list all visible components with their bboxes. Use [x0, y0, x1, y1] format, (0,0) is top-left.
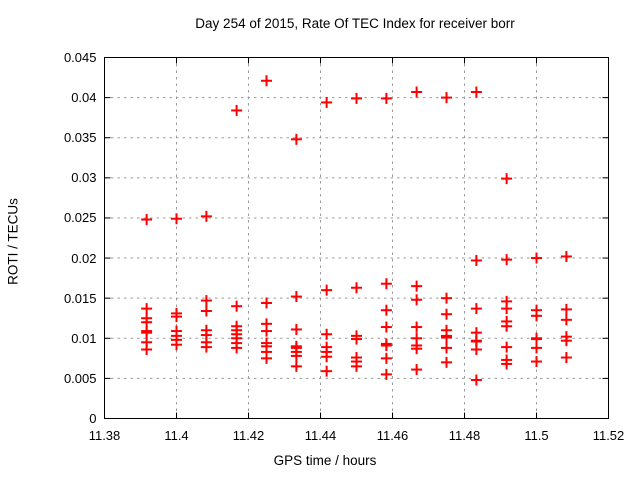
data-point-plus [501, 320, 513, 332]
data-point-plus [261, 325, 272, 337]
data-point-plus [470, 374, 482, 386]
data-point-plus [531, 356, 542, 368]
data-point-plus [441, 356, 452, 368]
data-point-plus [231, 104, 243, 116]
data-point-plus [411, 280, 423, 292]
data-point-plus [560, 250, 572, 262]
data-point-plus [560, 314, 572, 326]
x-tick-label: 11.48 [448, 427, 481, 443]
data-point-plus [411, 364, 423, 376]
data-point-plus [141, 327, 153, 339]
x-axis-label: GPS time / hours [273, 453, 377, 468]
data-point-plus [290, 133, 302, 145]
data-point-plus [321, 328, 333, 340]
y-tick-label: 0.015 [63, 290, 97, 306]
data-point-plus [200, 305, 212, 317]
data-point-plus [411, 294, 423, 306]
data-point-plus [141, 214, 153, 226]
y-tick-label: 0.04 [71, 90, 97, 106]
data-point-plus [501, 341, 513, 353]
data-point-plus [470, 254, 482, 266]
data-point-plus [351, 333, 362, 345]
data-point-plus [380, 339, 392, 351]
data-point-plus [411, 86, 423, 98]
x-tick-label: 11.5 [524, 427, 549, 443]
data-point-plus [141, 303, 153, 315]
data-point-plus [560, 303, 572, 315]
data-point-plus [351, 92, 362, 104]
data-point-plus [441, 292, 452, 304]
data-point-plus [531, 342, 542, 354]
data-point-plus [171, 339, 182, 351]
data-point-plus [411, 343, 423, 355]
data-point-plus [261, 297, 272, 309]
data-point-plus [380, 278, 392, 290]
data-point-plus [261, 352, 272, 364]
data-point-plus [470, 303, 482, 315]
y-tick-label: 0 [89, 411, 97, 426]
data-point-plus [290, 360, 302, 372]
y-tick-label: 0.045 [63, 50, 97, 65]
data-point-plus [171, 311, 182, 323]
data-point-plus [470, 344, 482, 356]
y-tick-label: 0.03 [71, 170, 97, 186]
data-point-plus [261, 75, 272, 87]
x-tick-label: 11.52 [592, 427, 625, 443]
data-point-plus [231, 342, 243, 354]
data-point-plus [380, 321, 392, 333]
chart-title: Day 254 of 2015, Rate Of TEC Index for r… [195, 16, 515, 31]
data-point-plus [501, 173, 513, 185]
data-point-plus [290, 291, 302, 303]
data-point-plus [141, 344, 153, 356]
data-point-plus [231, 300, 243, 312]
y-tick-label: 0.01 [71, 330, 97, 346]
x-tick-label: 11.4 [164, 427, 189, 443]
x-tick-label: 11.42 [232, 427, 265, 443]
data-point-plus [290, 323, 302, 335]
data-point-plus [321, 351, 333, 363]
data-point-plus [470, 86, 482, 98]
data-point-plus [501, 358, 513, 370]
data-point-plus [380, 304, 392, 316]
data-point-plus [200, 295, 212, 307]
data-point-plus [200, 341, 212, 353]
data-point-plus [560, 335, 572, 347]
data-point-plus [441, 92, 452, 104]
data-point-plus [441, 342, 452, 354]
data-point-plus [290, 350, 302, 362]
data-point-plus [380, 92, 392, 104]
data-point-plus [411, 321, 423, 333]
data-point-plus [441, 308, 452, 320]
data-point-plus [351, 282, 362, 294]
data-point-plus [531, 310, 542, 322]
data-point-plus [321, 365, 333, 377]
y-tick-label: 0.025 [63, 210, 97, 226]
data-point-plus [380, 368, 392, 380]
x-tick-label: 11.44 [304, 427, 337, 443]
data-point-plus [321, 284, 333, 296]
data-point-plus [531, 252, 542, 264]
data-point-plus [441, 331, 452, 343]
data-point-plus [501, 254, 513, 266]
data-point-plus [171, 213, 182, 225]
data-point-plus [560, 352, 572, 364]
x-tick-label: 11.46 [376, 427, 409, 443]
data-point-plus [501, 303, 513, 315]
data-point-plus [380, 352, 392, 364]
y-tick-label: 0.005 [63, 370, 97, 386]
data-point-plus [321, 96, 333, 108]
data-point-plus [351, 360, 362, 372]
y-tick-label: 0.02 [71, 250, 97, 266]
y-tick-label: 0.035 [63, 130, 97, 146]
data-point-plus [200, 210, 212, 222]
x-tick-label: 11.38 [88, 427, 121, 443]
